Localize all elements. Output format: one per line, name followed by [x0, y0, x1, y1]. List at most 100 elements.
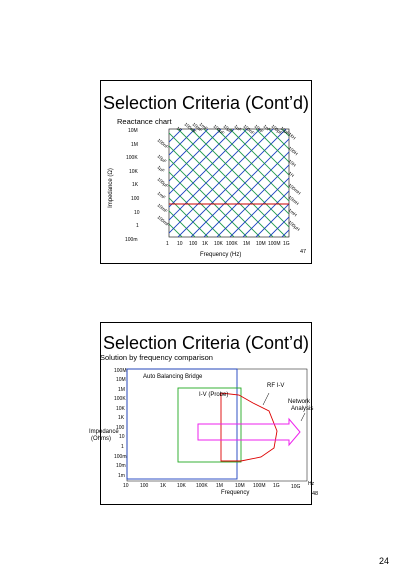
capacitance-line: [216, 164, 289, 237]
inductance-line: [386, 129, 414, 237]
capacitance-line: [295, 129, 403, 237]
method-comparison-diagram: [126, 368, 308, 482]
inductance-line: [347, 129, 414, 237]
capacitance-line: [308, 129, 414, 237]
y-tick: 10M: [128, 128, 138, 134]
y-tick: 100K: [114, 396, 126, 402]
capacitance-label: 1mF: [156, 190, 167, 201]
inductance-line: [169, 236, 170, 237]
capacitance-line: [177, 129, 287, 237]
x-tick: 10: [123, 483, 129, 489]
inductance-line: [242, 129, 289, 176]
capacitance-line: [169, 129, 235, 195]
inductance-line: [295, 129, 403, 237]
capacitance-line: [169, 129, 222, 182]
rf-iv-label: RF I-V: [267, 383, 285, 389]
capacitance-line: [169, 129, 261, 221]
capacitance-line: [190, 138, 289, 237]
capacitance-line: [281, 229, 289, 237]
inductance-line: [373, 129, 414, 237]
inductance-line: [334, 129, 414, 237]
inductance-line: [255, 129, 289, 163]
y-tick: 1: [136, 223, 139, 229]
x-tick: 1G: [283, 241, 290, 247]
inductance-label: 100µH: [287, 219, 301, 233]
network-analysis-label: Network: [288, 399, 311, 405]
capacitance-line: [334, 129, 414, 237]
capacitance-line: [386, 129, 414, 237]
x-tick: 1M: [243, 241, 250, 247]
capacitance-line: [169, 129, 209, 169]
slide-number: 47: [300, 249, 307, 255]
auto-balancing-label: Auto Balancing Bridge: [143, 374, 203, 380]
x-tick: 100: [140, 483, 149, 489]
y-tick: 1M: [118, 387, 125, 393]
x-tick: 10M: [256, 241, 266, 247]
slide-subtitle: Solution by frequency comparison: [100, 353, 213, 362]
capacitance-line: [169, 129, 170, 130]
capacitance-line: [203, 151, 289, 237]
x-unit: Hz: [308, 481, 315, 487]
capacitance-label: 10µF: [156, 153, 168, 165]
y-tick: 100M: [114, 368, 127, 374]
y-tick: 100: [131, 196, 140, 202]
x-tick: 10M: [235, 483, 245, 489]
y-tick: 10M: [116, 377, 126, 383]
y-axis-label: Impedance (Ω): [107, 168, 114, 208]
iv-probe-region: [177, 387, 242, 463]
y-tick: 10K: [116, 406, 125, 412]
y-tick: 1K: [132, 182, 139, 188]
capacitance-line: [255, 203, 289, 237]
network-analysis-label-2: Analysis: [291, 406, 314, 412]
capacitance-line: [347, 129, 414, 237]
rf-iv-pointer: [262, 392, 270, 406]
slide-frequency-comparison: Selection Criteria (Cont’d) Solution by …: [89, 322, 318, 505]
y-tick: 100: [116, 425, 125, 431]
x-tick: 100K: [226, 241, 238, 247]
y-axis-label: Impedance: [89, 429, 119, 435]
capacitance-line: [169, 129, 274, 234]
y-tick: 1m: [118, 473, 125, 479]
x-tick: 100M: [268, 241, 281, 247]
x-tick: 10: [177, 241, 183, 247]
inductance-line: [308, 129, 414, 237]
x-tick: 1K: [160, 483, 167, 489]
x-tick: 1: [166, 241, 169, 247]
capacitance-line: [169, 129, 196, 156]
page-number: 24: [379, 556, 390, 566]
x-tick: 10G: [291, 484, 301, 490]
capacitance-label: 1µF: [156, 164, 166, 174]
inductance-line: [169, 184, 222, 237]
network-pointer: [300, 412, 306, 422]
capacitance-line: [242, 190, 289, 237]
y-axis-label-unit: (Ohms): [91, 436, 111, 442]
x-tick: 1K: [202, 241, 209, 247]
iv-probe-label: I-V (Probe): [199, 392, 229, 398]
x-tick: 1M: [216, 483, 223, 489]
x-tick: 100: [189, 241, 198, 247]
slide-title: Selection Criteria (Cont’d): [102, 333, 310, 353]
slide-number: 48: [312, 491, 319, 497]
capacitance-label: 100nF: [156, 137, 170, 150]
inductance-line: [321, 129, 414, 237]
capacitance-label: 100µF: [156, 176, 170, 189]
x-tick: 10K: [214, 241, 223, 247]
slide-title: Selection Criteria (Cont’d): [102, 93, 310, 113]
x-tick: 100M: [253, 483, 266, 489]
x-tick: 10K: [177, 483, 186, 489]
y-tick: 1: [121, 444, 124, 450]
inductance-line: [169, 210, 196, 237]
inductance-line: [281, 129, 289, 137]
y-tick: 1M: [131, 142, 138, 148]
capacitance-line: [229, 177, 289, 237]
y-tick: 100K: [126, 155, 138, 161]
slide-subtitle: Reactance chart: [117, 117, 172, 126]
y-tick: 1K: [118, 415, 125, 421]
y-tick: 100m: [114, 454, 127, 460]
capacitance-line: [373, 129, 414, 237]
network-analysis-arrow: [197, 417, 301, 447]
y-tick: 10K: [129, 169, 138, 175]
slide-reactance-chart: Selection Criteria (Cont’d) Reactance ch…: [100, 80, 312, 264]
y-tick: 10: [119, 434, 125, 440]
capacitance-label: 10mF: [156, 202, 169, 214]
